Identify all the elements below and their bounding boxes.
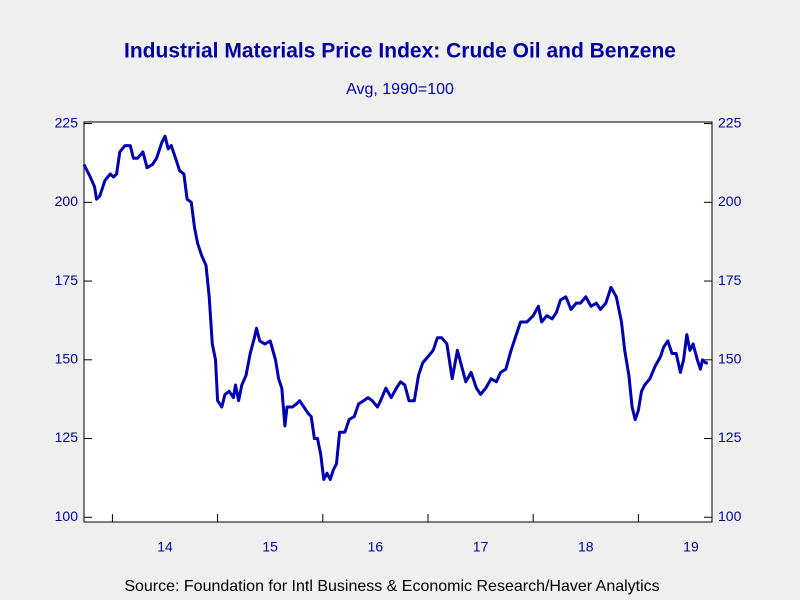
y-tick-label: 175 <box>55 272 79 288</box>
line-series <box>82 134 708 481</box>
x-tick-label: 18 <box>578 539 594 555</box>
x-tick-label: 16 <box>368 539 384 555</box>
chart-subtitle: Avg, 1990=100 <box>346 81 454 98</box>
y-tick-label: 100 <box>55 508 79 524</box>
y2-tick-label: 225 <box>718 114 742 130</box>
y-tick-label: 125 <box>55 429 79 445</box>
x-tick-label: 14 <box>157 539 173 555</box>
y-tick-label: 200 <box>55 193 79 209</box>
x-tick-label: 17 <box>473 539 489 555</box>
y2-tick-label: 125 <box>718 429 742 445</box>
x-tick-label: 19 <box>683 539 699 555</box>
y2-tick-label: 100 <box>718 508 742 524</box>
y2-tick-label: 175 <box>718 272 742 288</box>
y-tick-label: 150 <box>55 350 79 366</box>
y-tick-label: 225 <box>55 114 79 130</box>
x-tick-label: 15 <box>262 539 278 555</box>
y2-tick-label: 200 <box>718 193 742 209</box>
chart-title: Industrial Materials Price Index: Crude … <box>124 40 676 63</box>
y2-tick-label: 150 <box>718 350 742 366</box>
source-note: Source: Foundation for Intl Business & E… <box>124 578 659 595</box>
plot-area <box>83 121 713 523</box>
